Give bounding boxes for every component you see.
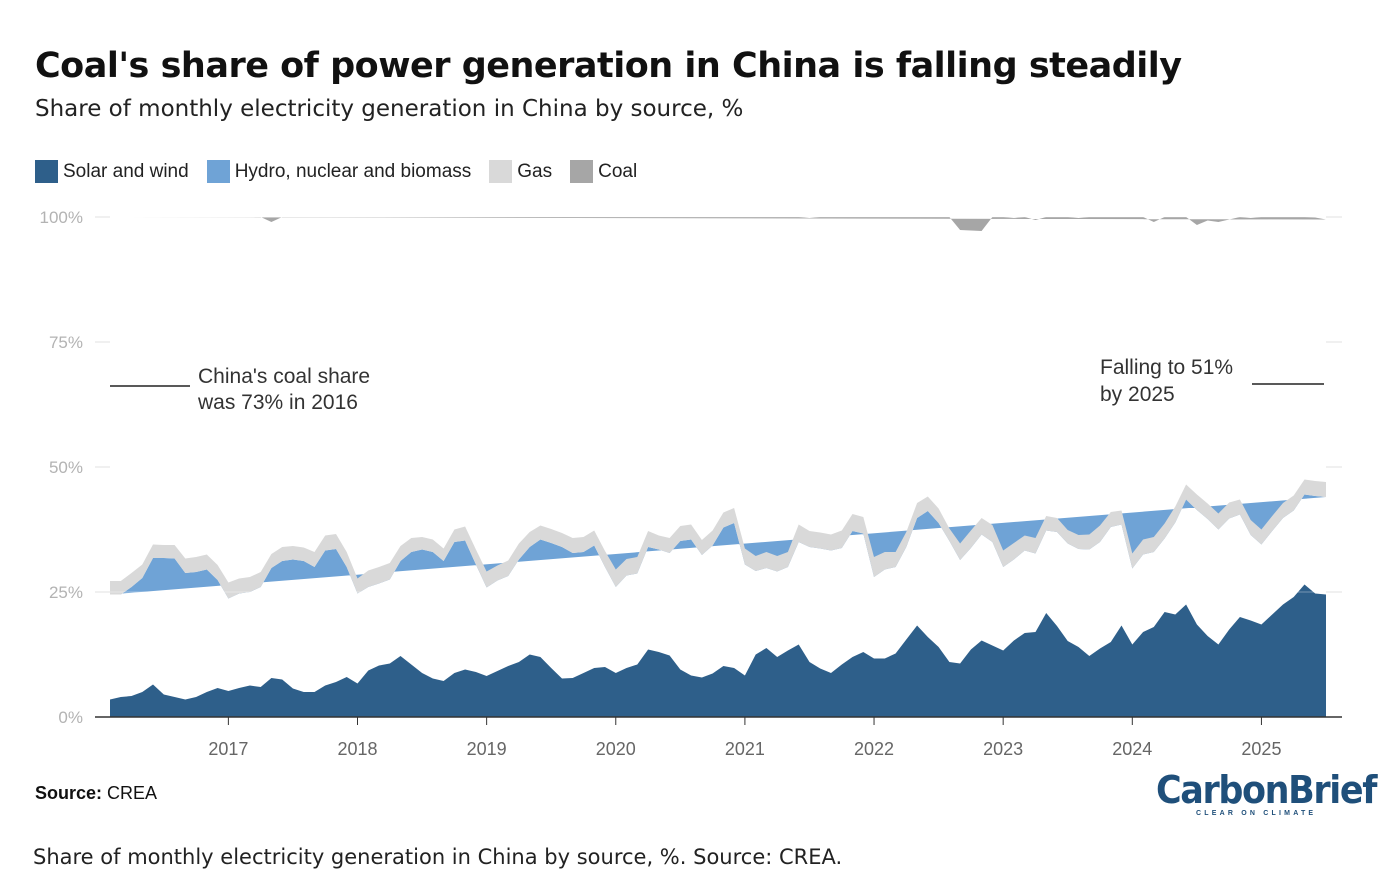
source-note: Source: CREA xyxy=(35,783,157,804)
legend-swatch-coal xyxy=(570,160,594,183)
x-tick-label: 2021 xyxy=(725,739,765,759)
x-tick-label: 2017 xyxy=(208,739,248,759)
x-tick-label: 2018 xyxy=(337,739,377,759)
annotation-text-2025-line2: by 2025 xyxy=(1100,383,1175,406)
area-gas xyxy=(110,479,1326,599)
y-tick-label: 50% xyxy=(49,458,83,477)
legend-swatch-hydro xyxy=(206,160,230,183)
source-label: Source: xyxy=(35,783,103,803)
legend-item-coal: Coal xyxy=(570,160,637,183)
legend-item-hydro: Hydro, nuclear and biomass xyxy=(206,160,472,183)
legend-item-gas: Gas xyxy=(489,160,552,183)
x-tick-label: 2022 xyxy=(854,739,894,759)
chart-title: Coal's share of power generation in Chin… xyxy=(35,46,1182,86)
legend-swatch-gas xyxy=(489,160,513,183)
x-tick-label: 2023 xyxy=(983,739,1023,759)
x-tick-label: 2019 xyxy=(467,739,507,759)
annotation-text-2016-line1: China's coal share xyxy=(198,365,370,388)
y-tick-label: 25% xyxy=(49,583,83,602)
legend-swatch-solar-wind xyxy=(35,160,58,183)
carbonbrief-logo: CarbonBrief CLEAR ON CLIMATE xyxy=(1156,768,1377,817)
legend-item-solar-wind: Solar and wind xyxy=(35,160,189,183)
y-tick-label: 75% xyxy=(49,333,83,352)
annotation-text-2025-line1: Falling to 51% xyxy=(1100,356,1233,379)
annotation-text-2016-line2: was 73% in 2016 xyxy=(197,391,358,414)
logo-tagline: CLEAR ON CLIMATE xyxy=(1196,810,1317,817)
legend-label: Gas xyxy=(517,160,553,182)
x-tick-label: 2024 xyxy=(1112,739,1152,759)
area-coal xyxy=(110,217,1326,231)
legend-label: Coal xyxy=(598,160,638,182)
legend: Solar and wind Hydro, nuclear and biomas… xyxy=(35,160,655,183)
chart-subtitle: Share of monthly electricity generation … xyxy=(35,96,744,122)
x-tick-label: 2020 xyxy=(596,739,636,759)
area-solar-and-wind xyxy=(110,584,1326,717)
legend-label: Solar and wind xyxy=(63,160,189,182)
y-tick-label: 100% xyxy=(40,208,83,227)
y-tick-label: 0% xyxy=(58,708,83,727)
figure-caption: Share of monthly electricity generation … xyxy=(33,845,843,869)
x-tick-label: 2025 xyxy=(1241,739,1281,759)
source-value: CREA xyxy=(107,783,158,803)
logo-text: CarbonBrief xyxy=(1156,768,1377,812)
legend-label: Hydro, nuclear and biomass xyxy=(234,160,472,182)
